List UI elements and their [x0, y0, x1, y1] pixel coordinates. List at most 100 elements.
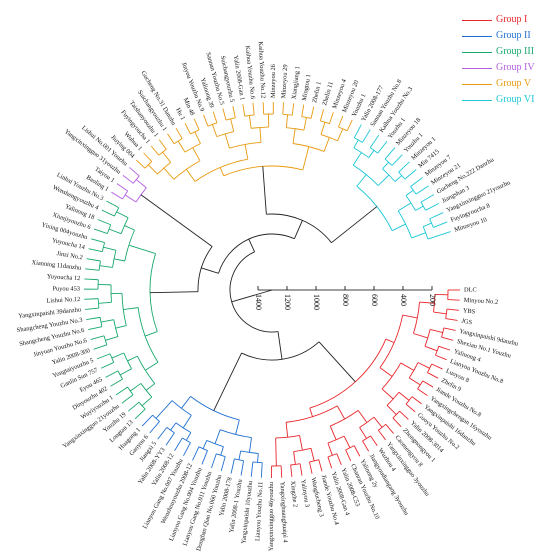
leaf-label: JGS: [461, 318, 473, 327]
branch: [362, 440, 370, 452]
branch-join: [384, 158, 393, 166]
legend-swatch: [462, 100, 492, 101]
scale-tick-label: 800: [341, 294, 350, 306]
backbone-branch: [331, 206, 378, 244]
backbone-branch: [294, 220, 303, 239]
branch: [214, 429, 221, 444]
branch: [103, 246, 117, 251]
branch: [275, 437, 277, 466]
branch: [384, 147, 396, 160]
branch: [85, 268, 100, 271]
legend-label: Group VI: [496, 94, 535, 105]
backbone-join: [241, 341, 320, 361]
legend-label: Group II: [496, 30, 531, 41]
branch: [353, 445, 361, 457]
branch: [149, 421, 160, 434]
branch: [147, 164, 158, 175]
branch: [417, 362, 430, 369]
branch-join: [152, 414, 160, 422]
branch: [310, 106, 315, 119]
branch: [398, 391, 410, 401]
branch: [201, 450, 208, 465]
branch: [99, 265, 113, 268]
branch: [397, 202, 412, 212]
branch: [399, 410, 409, 420]
branch: [370, 435, 378, 447]
branch: [116, 183, 128, 192]
branch-join: [410, 186, 417, 195]
branch: [309, 407, 313, 417]
branch: [337, 128, 344, 141]
branch: [299, 435, 303, 451]
branch: [427, 372, 439, 379]
branch-join: [420, 201, 426, 211]
branch: [252, 102, 255, 115]
branch: [303, 117, 307, 131]
root-stub: [231, 289, 273, 303]
branch: [116, 211, 129, 219]
branch: [385, 423, 394, 434]
branch: [441, 336, 454, 341]
branch: [219, 167, 225, 176]
leaf-label: Yangxinxingguo 46youzhu: [268, 481, 275, 551]
branch-join: [122, 190, 129, 200]
branch: [435, 354, 447, 361]
branch: [320, 122, 326, 135]
branch: [405, 403, 416, 413]
branch: [377, 140, 388, 154]
branch: [248, 437, 252, 453]
leaf-label: Xingzhe 2: [289, 481, 299, 508]
branch: [411, 232, 426, 239]
leaf-label: Mingtou 1: [301, 74, 312, 102]
branch: [105, 370, 119, 378]
branch: [301, 104, 305, 117]
branch-join: [330, 409, 359, 427]
branch: [157, 427, 168, 440]
branch-join: [301, 116, 312, 119]
legend-swatch: [462, 52, 492, 53]
branch: [145, 361, 159, 371]
branch: [94, 228, 108, 235]
branch: [98, 301, 112, 304]
branch: [420, 194, 435, 203]
branch: [93, 344, 108, 350]
legend-item: Group V: [462, 76, 548, 92]
branch: [425, 202, 440, 211]
branch: [356, 174, 367, 187]
branch-join: [352, 164, 379, 186]
branch-join: [369, 147, 379, 154]
distance-scale: 1400 1200 1000 800 600 400 200: [254, 286, 437, 310]
branch: [423, 222, 432, 227]
branch: [134, 408, 146, 420]
branch: [86, 316, 101, 321]
branch: [410, 177, 423, 187]
branch: [220, 446, 224, 456]
branch: [162, 151, 172, 163]
branch: [329, 112, 334, 124]
branch: [379, 367, 393, 377]
branch: [170, 422, 177, 431]
branch: [293, 451, 296, 465]
branch: [323, 137, 330, 152]
branch: [327, 442, 333, 456]
branch: [381, 388, 394, 400]
branch-join: [320, 120, 330, 125]
branch: [377, 174, 390, 186]
legend-swatch: [462, 20, 492, 21]
branch: [211, 453, 217, 469]
branch-join: [171, 400, 192, 416]
branch-join: [216, 453, 226, 457]
branch: [182, 415, 192, 429]
circular-dendrogram: [83, 102, 460, 479]
branch: [429, 212, 444, 220]
backbone-branch: [262, 166, 267, 215]
branch-join: [207, 122, 218, 127]
branch: [309, 461, 313, 474]
branch: [259, 127, 262, 143]
branch: [101, 209, 115, 217]
branch: [346, 119, 353, 132]
branch: [175, 128, 183, 139]
legend: Group I Group II Group III Group IV Group V G…: [462, 12, 548, 108]
branch-join: [293, 447, 312, 453]
branch: [212, 111, 218, 123]
